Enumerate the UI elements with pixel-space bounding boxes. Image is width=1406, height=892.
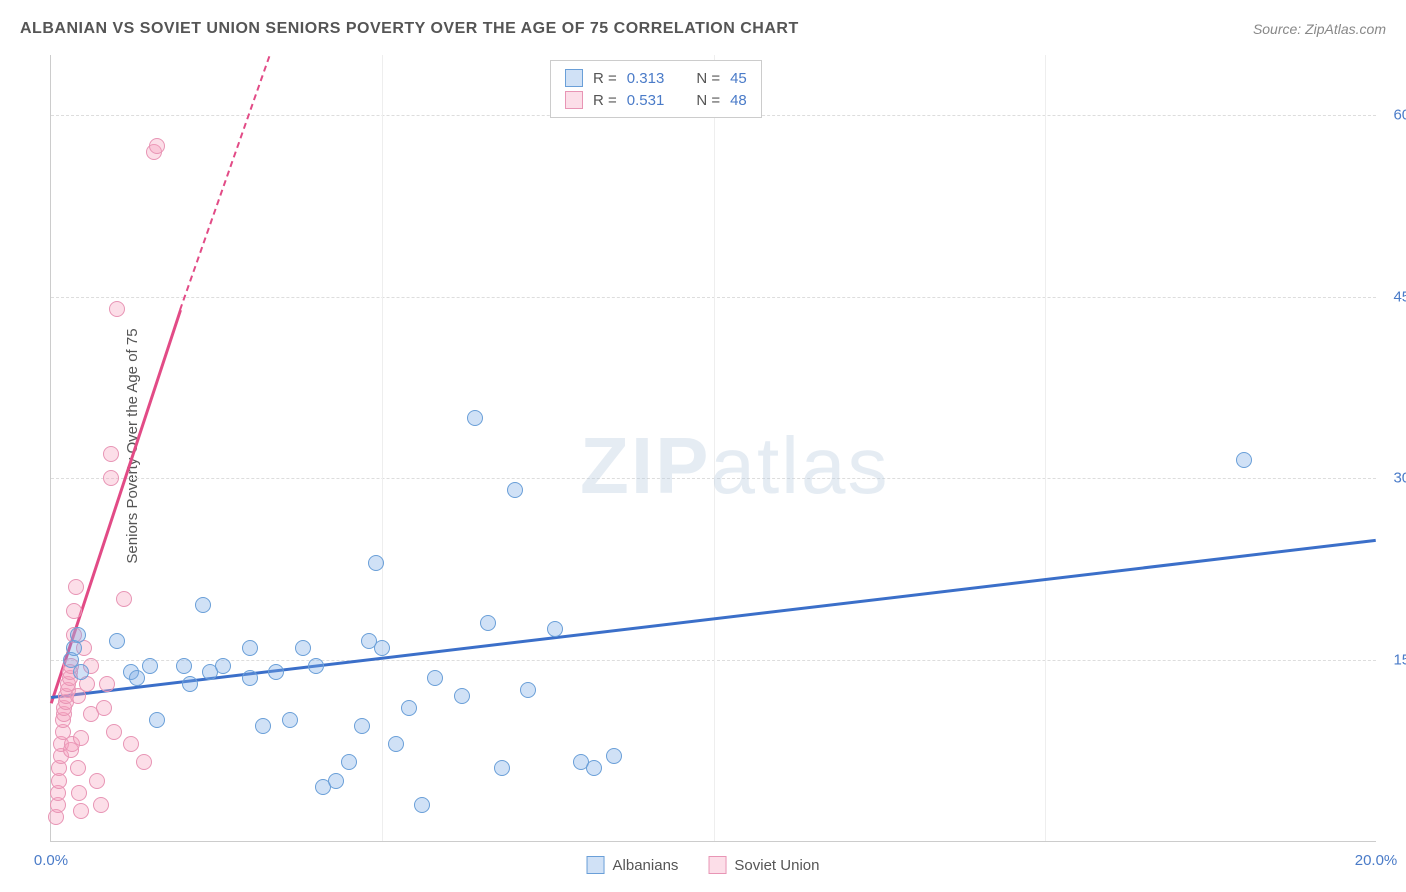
point-soviet-union — [73, 730, 89, 746]
point-albanians — [129, 670, 145, 686]
point-albanians — [388, 736, 404, 752]
point-soviet-union — [103, 446, 119, 462]
x-tick-label: 20.0% — [1355, 852, 1398, 869]
trend-line — [179, 56, 270, 311]
point-albanians — [414, 797, 430, 813]
point-albanians — [142, 658, 158, 674]
point-albanians — [341, 754, 357, 770]
point-albanians — [282, 712, 298, 728]
point-albanians — [149, 712, 165, 728]
point-soviet-union — [103, 470, 119, 486]
point-soviet-union — [123, 736, 139, 752]
point-albanians — [176, 658, 192, 674]
point-albanians — [1236, 452, 1252, 468]
point-albanians — [195, 597, 211, 613]
point-albanians — [467, 410, 483, 426]
point-albanians — [215, 658, 231, 674]
point-soviet-union — [116, 591, 132, 607]
legend-swatch — [565, 69, 583, 87]
point-albanians — [427, 670, 443, 686]
point-soviet-union — [93, 797, 109, 813]
gridline-v — [382, 55, 383, 841]
point-albanians — [547, 621, 563, 637]
point-soviet-union — [149, 138, 165, 154]
point-soviet-union — [136, 754, 152, 770]
legend-swatch — [587, 856, 605, 874]
point-albanians — [255, 718, 271, 734]
point-soviet-union — [96, 700, 112, 716]
series-legend: Albanians Soviet Union — [587, 856, 820, 874]
chart-title: ALBANIAN VS SOVIET UNION SENIORS POVERTY… — [20, 20, 799, 38]
point-albanians — [374, 640, 390, 656]
point-soviet-union — [106, 724, 122, 740]
scatter-plot: 15.0%30.0%45.0%60.0%0.0%20.0% — [50, 55, 1376, 842]
legend-item: Albanians — [587, 856, 679, 874]
point-albanians — [242, 640, 258, 656]
legend-row: R =0.313N =45 — [565, 67, 747, 89]
gridline-v — [714, 55, 715, 841]
point-albanians — [368, 555, 384, 571]
point-albanians — [606, 748, 622, 764]
point-albanians — [268, 664, 284, 680]
point-albanians — [70, 627, 86, 643]
legend-swatch — [708, 856, 726, 874]
point-albanians — [328, 773, 344, 789]
point-soviet-union — [109, 301, 125, 317]
point-albanians — [242, 670, 258, 686]
point-albanians — [401, 700, 417, 716]
point-albanians — [308, 658, 324, 674]
y-tick-label: 30.0% — [1381, 470, 1406, 487]
gridline-v — [1045, 55, 1046, 841]
point-albanians — [586, 760, 602, 776]
point-soviet-union — [66, 603, 82, 619]
x-tick-label: 0.0% — [34, 852, 68, 869]
point-albanians — [73, 664, 89, 680]
point-soviet-union — [71, 785, 87, 801]
point-albanians — [454, 688, 470, 704]
point-albanians — [507, 482, 523, 498]
legend-row: R =0.531N =48 — [565, 89, 747, 111]
correlation-legend: R =0.313N =45R =0.531N =48 — [550, 60, 762, 118]
y-tick-label: 45.0% — [1381, 288, 1406, 305]
point-albanians — [182, 676, 198, 692]
point-soviet-union — [73, 803, 89, 819]
y-tick-label: 15.0% — [1381, 651, 1406, 668]
point-soviet-union — [99, 676, 115, 692]
point-albanians — [354, 718, 370, 734]
y-tick-label: 60.0% — [1381, 107, 1406, 124]
header: ALBANIAN VS SOVIET UNION SENIORS POVERTY… — [20, 20, 1386, 38]
point-albanians — [480, 615, 496, 631]
source-label: Source: ZipAtlas.com — [1253, 21, 1386, 37]
point-soviet-union — [89, 773, 105, 789]
legend-item: Soviet Union — [708, 856, 819, 874]
point-soviet-union — [70, 760, 86, 776]
point-albanians — [520, 682, 536, 698]
point-albanians — [494, 760, 510, 776]
point-albanians — [109, 633, 125, 649]
legend-swatch — [565, 91, 583, 109]
point-soviet-union — [68, 579, 84, 595]
point-albanians — [295, 640, 311, 656]
